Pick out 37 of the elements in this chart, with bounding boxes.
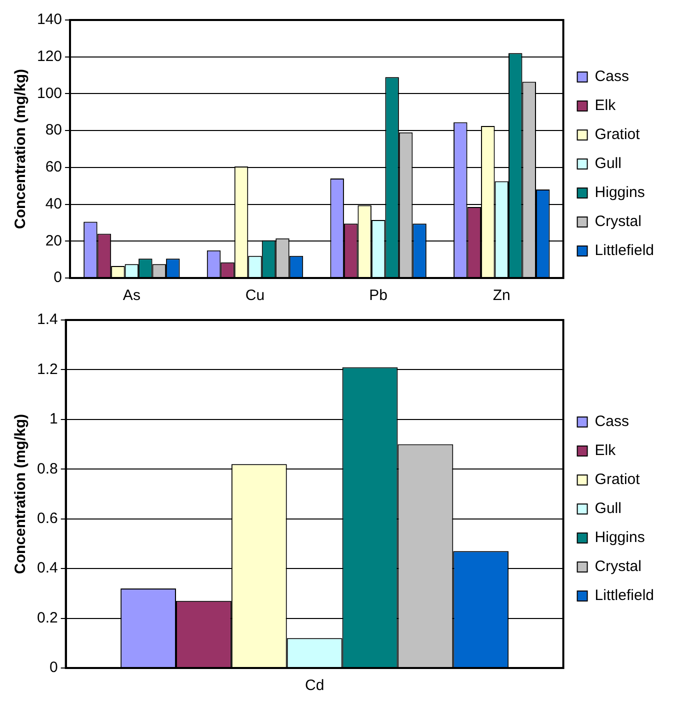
legend-label: Cass (594, 413, 629, 430)
legend-label: Higgins (594, 184, 645, 202)
legend-label: Gratiot (594, 126, 641, 144)
x-tick-label: Zn (492, 287, 510, 304)
y-tick-label: 80 (45, 122, 62, 139)
legend-label: Littlefield (594, 587, 654, 604)
y-tick-label: 1.4 (36, 311, 58, 328)
y-tick-label: 120 (36, 48, 62, 65)
legend-label: Crystal (594, 213, 642, 230)
legend-label: Elk (594, 97, 616, 114)
x-tick-label: Cd (304, 677, 324, 694)
y-tick-label: 140 (36, 11, 62, 28)
x-tick-label: As (122, 287, 140, 304)
y-tick-label: 100 (36, 84, 62, 102)
y-tick-label: 1 (50, 410, 58, 428)
y-tick-label: 0.2 (36, 609, 58, 626)
y-tick-label: 20 (45, 232, 62, 250)
legend-label: Elk (594, 442, 616, 460)
x-tick-label: Cu (245, 287, 265, 304)
y-tick-label: 0 (50, 659, 58, 676)
y-axis-title: Concentration (mg/kg) (12, 69, 30, 229)
y-tick-label: 60 (45, 158, 62, 176)
x-tick-label: Pb (369, 287, 388, 304)
y-tick-label: 1.2 (36, 360, 58, 378)
y-tick-label: 0 (54, 269, 62, 286)
legend-label: Littlefield (594, 242, 654, 260)
legend-label: Gull (594, 500, 622, 518)
legend-label: Crystal (594, 558, 642, 576)
y-tick-label: 0.6 (36, 510, 58, 527)
y-tick-label: 40 (45, 195, 62, 212)
legend-label: Gull (594, 155, 622, 172)
y-axis-title: Concentration (mg/kg) (12, 414, 30, 574)
legend-label: Gratiot (594, 471, 641, 488)
y-tick-label: 0.4 (36, 560, 58, 577)
y-tick-label: 0.8 (36, 460, 58, 478)
legend-label: Higgins (594, 529, 645, 546)
legend-label: Cass (594, 68, 629, 86)
